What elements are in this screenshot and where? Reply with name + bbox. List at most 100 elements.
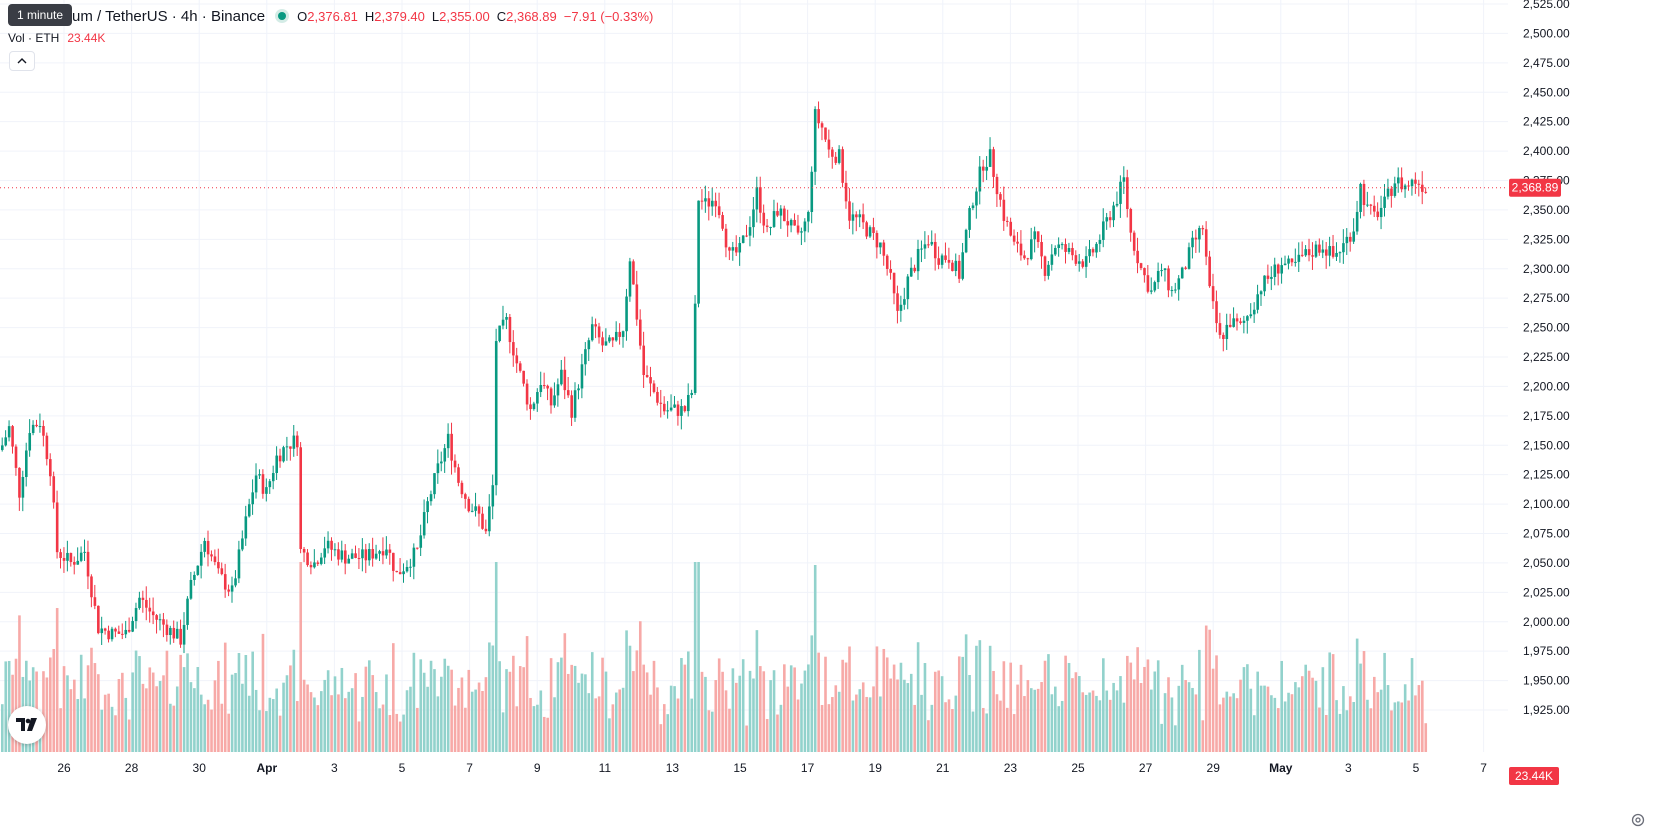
volume-bar	[1410, 658, 1414, 752]
volume-bar	[560, 657, 563, 752]
volume-bar	[687, 651, 690, 752]
volume-bar	[182, 667, 186, 752]
candle-body	[1180, 267, 1184, 279]
candle-body	[151, 611, 155, 616]
volume-bar	[951, 709, 954, 752]
tradingview-logo[interactable]	[8, 706, 46, 744]
candle-body	[326, 540, 330, 549]
volume-bar	[1342, 686, 1345, 752]
candle-body	[1088, 249, 1091, 257]
candle-body	[546, 385, 549, 389]
volume-bar	[930, 704, 934, 752]
candle-body	[889, 269, 892, 273]
candle-body	[837, 149, 841, 163]
candle-body	[1194, 237, 1198, 240]
volume-bar	[645, 672, 649, 752]
candle-body	[1359, 183, 1362, 212]
volume-bar	[1294, 682, 1297, 752]
high-value: H2,379.40	[364, 8, 425, 24]
candle-body	[1294, 261, 1297, 263]
volume-bar	[251, 651, 254, 752]
candle-body	[261, 474, 265, 494]
volume-bar	[1040, 682, 1043, 752]
volume-bar	[522, 667, 525, 752]
volume-bar	[1397, 701, 1400, 752]
candle-body	[1126, 177, 1129, 209]
candle-body	[608, 337, 611, 342]
volume-bar	[642, 664, 646, 752]
volume-label[interactable]: Vol · ETH	[8, 31, 60, 45]
candle-body	[1040, 241, 1043, 257]
candle-body	[398, 572, 402, 575]
price-tick-label: 2,450.00	[1523, 85, 1570, 99]
volume-bar	[282, 682, 285, 752]
candle-body	[721, 215, 724, 229]
last-price-tag: 2,368.89	[1509, 178, 1561, 197]
volume-bar	[172, 705, 176, 752]
candle-body	[645, 375, 649, 378]
volume-bar	[1331, 654, 1335, 752]
candle-body	[765, 225, 769, 228]
collapse-legend-button[interactable]	[9, 51, 35, 71]
volume-bar	[786, 686, 790, 752]
volume-bar	[323, 679, 327, 752]
time-tick-label: 17	[801, 761, 815, 775]
candle-body	[618, 331, 621, 337]
volume-bar	[1338, 713, 1342, 752]
candle-body	[1424, 191, 1428, 193]
price-tick-label: 2,300.00	[1523, 262, 1570, 276]
volume-bar	[608, 718, 611, 752]
candle-body	[539, 385, 543, 393]
volume-bar	[1379, 689, 1383, 752]
candle-body	[172, 627, 176, 639]
symbol-title[interactable]: um / TetherUS · 4h · Binance	[72, 7, 266, 25]
candle-body	[1201, 228, 1205, 230]
candle-body	[1383, 196, 1386, 208]
volume-bar	[673, 686, 676, 752]
volume-bar	[398, 721, 402, 752]
volume-bar	[597, 696, 601, 752]
candle-body	[309, 565, 313, 568]
volume-bar	[1023, 696, 1026, 752]
settings-button[interactable]	[1630, 812, 1646, 832]
volume-bar	[906, 683, 910, 752]
candle-body	[470, 510, 474, 512]
candle-body	[1235, 318, 1239, 322]
candle-body	[741, 235, 745, 244]
candle-body	[189, 579, 193, 599]
volume-bar	[494, 562, 498, 752]
candle-body	[909, 267, 913, 277]
volume-bar	[1019, 664, 1023, 752]
price-tick-label: 2,275.00	[1523, 291, 1570, 305]
volume-bar	[1033, 689, 1037, 752]
candle-body	[1150, 290, 1153, 292]
candle-body	[292, 435, 296, 449]
volume-bar	[453, 705, 457, 752]
volume-bar	[717, 658, 721, 752]
candle-body	[38, 426, 42, 428]
volume-bar	[131, 672, 134, 752]
volume-bar	[1156, 660, 1160, 752]
volume-bar	[690, 698, 694, 752]
candle-body	[1287, 258, 1290, 264]
volume-bar	[981, 707, 985, 752]
candle-body	[566, 390, 570, 396]
candle-body	[810, 171, 814, 213]
volume-bar	[364, 666, 368, 752]
candle-body	[323, 548, 327, 558]
candle-body	[203, 540, 206, 552]
candle-body	[824, 127, 827, 140]
candle-body	[858, 214, 862, 218]
price-tick-label: 2,225.00	[1523, 350, 1570, 364]
volume-bar	[793, 667, 796, 752]
candle-body	[422, 512, 426, 536]
volume-bar	[247, 695, 251, 752]
volume-bar	[1191, 687, 1194, 752]
candle-body	[7, 426, 11, 438]
candle-body	[76, 560, 80, 565]
candle-body	[971, 205, 975, 209]
volume-bar	[961, 656, 964, 752]
candle-body	[1143, 268, 1146, 276]
candle-body	[913, 267, 916, 272]
